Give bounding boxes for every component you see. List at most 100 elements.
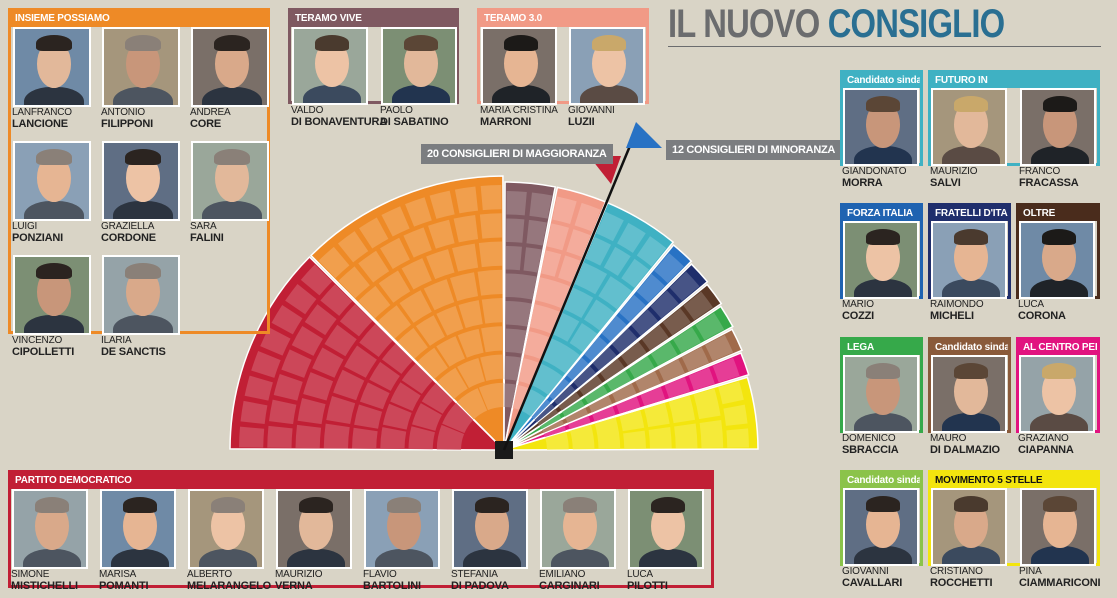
member-last-name: MELARANGELO (187, 580, 271, 592)
divider-pole (502, 144, 632, 451)
member-first-name: SARA (190, 221, 217, 232)
member-name: SIMONE MISTICHELLI (11, 569, 78, 593)
member-first-name: RAIMONDO (930, 299, 984, 310)
member-first-name: VALDO (291, 105, 324, 116)
member-name: MAURIZIO VERNA (275, 569, 323, 593)
hemicycle-slice (510, 376, 759, 451)
portrait-photo (931, 488, 1007, 566)
member-first-name: GIOVANNI (568, 105, 615, 116)
member-name: GRAZIELLA CORDONE (101, 222, 156, 245)
member-last-name: CAVALLARI (842, 577, 903, 589)
group-title: Candidato sindaco (843, 473, 920, 488)
group-title: Candidato sindaco (931, 340, 1008, 355)
member-first-name: ANTONIO (101, 107, 145, 118)
member-last-name: SALVI (930, 177, 961, 189)
portrait-photo (540, 489, 616, 569)
member-name: MARISA POMANTI (99, 570, 149, 593)
member-name: LUIGI PONZIANI (12, 222, 63, 245)
group-title: FORZA ITALIA (843, 206, 920, 221)
member-name: RAIMONDO MICHELI (930, 299, 984, 323)
member-last-name: MARRONI (480, 116, 532, 128)
portrait-photo (569, 27, 645, 105)
portrait-photo (1019, 221, 1095, 299)
member-name: DOMENICO SBRACCIA (842, 434, 899, 457)
member-first-name: PAOLO (380, 105, 413, 116)
group-lega: LEGA DOMENICO SBRACCIA (840, 337, 923, 456)
member-first-name: CRISTIANO (930, 566, 983, 577)
member-last-name: CARGINARI (539, 580, 600, 592)
portrait-photo (1019, 355, 1095, 433)
hemicycle-slice (510, 352, 750, 449)
portrait-photo (931, 221, 1007, 299)
portrait-photo (292, 27, 368, 105)
member-first-name: LANFRANCO (12, 107, 72, 118)
member-first-name: ANDREA (190, 107, 231, 118)
portrait-photo (191, 27, 269, 107)
portrait-photo (276, 489, 352, 569)
member-name: PAOLO DI SABATINO (380, 105, 449, 129)
portrait-photo (13, 141, 91, 221)
member-first-name: VINCENZO (12, 335, 63, 346)
member-name: FRANCO FRACASSA (1019, 166, 1079, 190)
member-first-name: SIMONE (11, 569, 50, 580)
member-last-name: DE SANCTIS (101, 346, 166, 358)
member-last-name: BARTOLINI (363, 580, 421, 592)
portrait-photo (364, 489, 440, 569)
majority-label: 20 CONSIGLIERI DI MAGGIORANZA (421, 144, 613, 164)
member-name: MAURO DI DALMAZIO (930, 434, 1000, 457)
title-divider (668, 46, 1101, 47)
member-first-name: LUCA (1018, 299, 1044, 310)
group-title: PARTITO DEMOCRATICO (11, 473, 711, 489)
member-first-name: STEFANIA (451, 569, 498, 580)
member-first-name: PINA (1019, 566, 1042, 577)
member-last-name: MISTICHELLI (11, 580, 78, 592)
member-first-name: MARIO (842, 299, 874, 310)
portrait-photo (191, 141, 269, 221)
portrait-photo (381, 27, 457, 105)
member-name: FLAVIO BARTOLINI (363, 570, 421, 593)
group-oltre: OLTRE LUCA CORONA (1016, 203, 1100, 322)
member-name: EMILIANO CARGINARI (539, 570, 600, 593)
member-last-name: SBRACCIA (842, 444, 899, 456)
member-name: ANTONIO FILIPPONI (101, 107, 153, 131)
member-first-name: MAURIZIO (275, 569, 323, 580)
member-last-name: FRACASSA (1019, 177, 1079, 189)
member-last-name: MORRA (842, 177, 883, 189)
portrait-photo (13, 255, 91, 335)
member-last-name: VERNA (275, 580, 313, 592)
portrait-photo (843, 355, 919, 433)
hemicycle-slice (229, 255, 500, 451)
member-last-name: LUZII (568, 116, 595, 128)
group-m5s: MOVIMENTO 5 STELLE CRISTIANO ROCCHETTI PINA… (928, 470, 1101, 589)
member-name: STEFANIA DI PADOVA (451, 569, 509, 593)
member-name: VALDO DI BONAVENTURA (291, 105, 387, 129)
page-title: IL NUOVO CONSIGLIO (668, 2, 1005, 46)
portrait-photo (843, 221, 919, 299)
member-first-name: MAURIZIO (930, 166, 978, 177)
member-last-name: COZZI (842, 310, 874, 322)
member-last-name: CIAPANNA (1018, 444, 1074, 456)
member-last-name: LANCIONE (12, 118, 68, 130)
hemicycle-slice (506, 201, 675, 445)
portrait-photo (481, 27, 557, 105)
group-title: TERAMO VIVE (291, 11, 456, 27)
group-t3: TERAMO 3.0 MARIA CRISTINA MARRONI GIOVANNI L… (477, 8, 649, 128)
member-first-name: GIANDONATO (842, 166, 907, 177)
member-name: PINA CIAMMARICONI (1019, 566, 1101, 590)
member-last-name: CIPOLLETTI (12, 346, 75, 358)
group-title: AL CENTRO PER T. (1019, 340, 1097, 355)
member-last-name: FALINI (190, 232, 224, 244)
member-last-name: DI SABATINO (380, 116, 449, 128)
member-first-name: GRAZIANO (1018, 433, 1069, 444)
member-first-name: FRANCO (1019, 166, 1061, 177)
group-title: TERAMO 3.0 (480, 11, 646, 27)
member-last-name: POMANTI (99, 580, 149, 592)
member-first-name: ALBERTO (187, 569, 232, 580)
member-first-name: LUCA (627, 569, 653, 580)
hemicycle-slice (504, 186, 607, 444)
